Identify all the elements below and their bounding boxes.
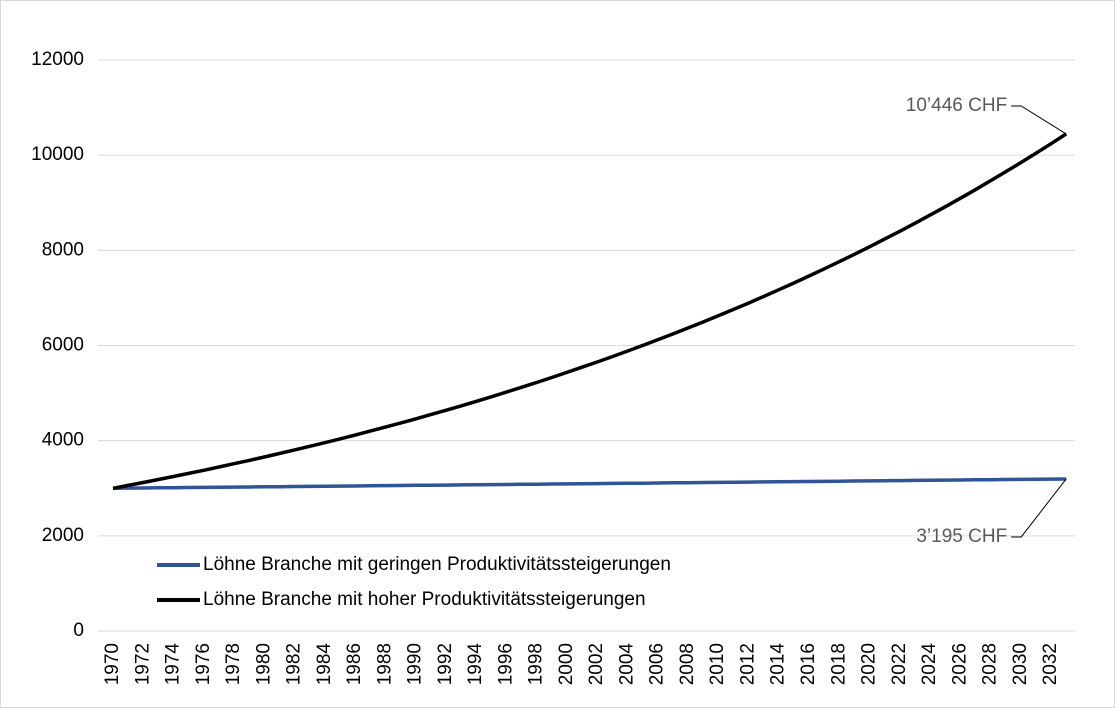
- x-tick-label: 1984: [314, 643, 335, 686]
- annotation: 3’195 CHF: [916, 526, 1007, 547]
- x-tick-label: 1990: [405, 643, 426, 685]
- legend-label: Löhne Branche mit geringen Produktivität…: [203, 554, 671, 575]
- x-tick-label: 1996: [495, 643, 516, 685]
- x-tick-label: 2024: [919, 643, 940, 686]
- y-tick-label: 0: [73, 620, 84, 641]
- x-tick-label: 1978: [223, 643, 244, 685]
- x-tick-label: 2030: [1010, 643, 1031, 685]
- x-tick-label: 1972: [132, 643, 153, 685]
- x-tick-label: 1992: [435, 643, 456, 685]
- x-tick-label: 2002: [586, 643, 607, 685]
- x-tick-label: 2028: [980, 643, 1001, 685]
- x-tick-label: 2014: [768, 643, 789, 686]
- x-tick-label: 2032: [1040, 643, 1061, 685]
- x-tick-label: 1970: [102, 643, 123, 685]
- annotation-leader: [1011, 105, 1067, 135]
- y-tick-label: 6000: [42, 335, 84, 356]
- series-line: [112, 477, 1067, 491]
- x-tick-label: 2008: [677, 643, 698, 685]
- x-tick-label: 1982: [284, 643, 305, 685]
- x-tick-label: 2000: [556, 643, 577, 685]
- annotation: 10’446 CHF: [906, 95, 1007, 116]
- x-tick-label: 2020: [859, 643, 880, 685]
- series-line: [112, 132, 1068, 491]
- x-tick-label: 2006: [647, 643, 668, 685]
- x-tick-label: 1980: [253, 643, 274, 685]
- x-tick-label: 2016: [798, 643, 819, 685]
- annotation-leader: [1011, 478, 1067, 538]
- x-tick-label: 2022: [889, 643, 910, 685]
- x-tick-label: 2018: [828, 643, 849, 685]
- x-tick-label: 1998: [526, 643, 547, 685]
- y-tick-label: 12000: [31, 49, 84, 70]
- y-tick-label: 4000: [42, 430, 84, 451]
- y-tick-label: 8000: [42, 239, 84, 260]
- x-tick-label: 1988: [374, 643, 395, 685]
- x-tick-label: 1986: [344, 643, 365, 685]
- y-tick-label: 2000: [42, 525, 84, 546]
- x-tick-label: 2004: [616, 643, 637, 686]
- x-tick-label: 2012: [737, 643, 758, 685]
- x-tick-label: 1974: [163, 643, 184, 686]
- x-tick-label: 2026: [949, 643, 970, 685]
- x-tick-label: 1994: [465, 643, 486, 686]
- x-tick-label: 1976: [193, 643, 214, 685]
- x-tick-label: 2010: [707, 643, 728, 685]
- y-tick-label: 10000: [31, 144, 84, 165]
- legend-label: Löhne Branche mit hoher Produktivitätsst…: [203, 589, 646, 610]
